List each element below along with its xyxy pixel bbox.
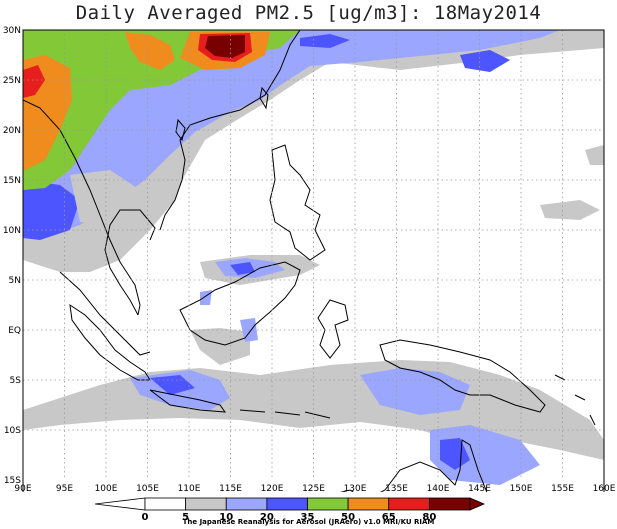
lat-tick-label: 30N [3, 26, 21, 36]
lon-tick-label: 90E [14, 484, 31, 494]
lon-tick-label: 120E [261, 484, 284, 494]
pm25-field [23, 30, 604, 485]
lon-tick-label: 115E [219, 484, 242, 494]
lon-tick-label: 110E [178, 484, 201, 494]
lon-tick-label: 100E [95, 484, 118, 494]
lon-tick-label: 160E [593, 484, 616, 494]
lat-tick-label: 15S [4, 476, 21, 486]
lon-tick-label: 130E [344, 484, 367, 494]
lat-tick-label: 10N [3, 226, 21, 236]
gridlines [23, 30, 604, 480]
lon-axis-labels: 90E 95E 100E 105E 110E 115E 120E 125E 130E 135E 14… [14, 484, 615, 494]
lat-tick-label: 10S [4, 426, 21, 436]
lat-tick-label: 15N [3, 176, 21, 186]
coast-sulawesi [317, 299, 349, 359]
map-title: Daily Averaged PM2.5 [ug/m3]: 18May2014 [75, 2, 542, 24]
coast-philippines [269, 144, 326, 261]
lat-tick-label: 5S [10, 376, 22, 386]
lat-tick-label: EQ [8, 326, 21, 336]
coast-hainan [175, 118, 186, 142]
lon-tick-label: 155E [551, 484, 574, 494]
lon-tick-label: 145E [468, 484, 491, 494]
lat-tick-label: 5N [9, 276, 21, 286]
lon-tick-label: 150E [510, 484, 533, 494]
map-frame [22, 29, 605, 529]
lat-tick-label: 20N [3, 126, 21, 136]
credit-text: The Japanese Reanalysis for Aerosol (JRA… [182, 518, 435, 526]
coast-mainland [23, 99, 151, 356]
coast-sundas [239, 409, 331, 419]
lat-axis-labels: 30N 25N 20N 15N 10N 5N EQ 5S 10S 15S [3, 26, 21, 486]
lon-tick-label: 105E [136, 484, 159, 494]
coast-new-guinea [379, 339, 546, 413]
coast-islands-east [554, 374, 596, 426]
coast-taiwan [259, 86, 269, 110]
lon-tick-label: 95E [56, 484, 73, 494]
coast-java [149, 389, 227, 413]
coast-borneo [179, 261, 301, 346]
lat-tick-label: 25N [3, 76, 21, 86]
lon-tick-label: 125E [302, 484, 325, 494]
lon-tick-label: 140E [427, 484, 450, 494]
lon-tick-label: 135E [385, 484, 408, 494]
